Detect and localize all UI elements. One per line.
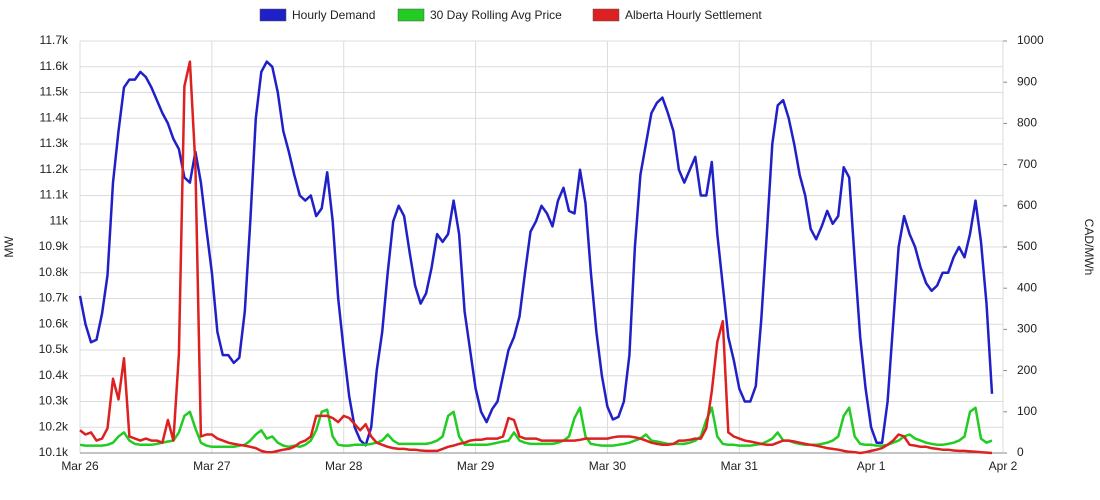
y-tick-label: 11.4k — [40, 110, 69, 124]
y-tick-label: 11.2k — [40, 162, 69, 176]
y2-tick-label: 1000 — [1017, 33, 1044, 47]
y2-tick-label: 900 — [1017, 74, 1037, 88]
x-tick-label: Mar 29 — [457, 459, 495, 473]
y2-tick-label: 800 — [1017, 116, 1037, 130]
y-tick-label: 10.8k — [39, 265, 69, 279]
legend-swatch — [397, 8, 425, 22]
y-tick-label: 10.2k — [39, 419, 69, 433]
y-tick-label: 10.9k — [39, 239, 69, 253]
y-tick-label: 11.7k — [40, 33, 69, 47]
y2-tick-label: 100 — [1017, 404, 1037, 418]
y-tick-label: 11.5k — [40, 85, 69, 99]
legend-swatch — [592, 8, 620, 22]
x-tick-label: Apr 2 — [989, 459, 1018, 473]
y2-tick-label: 400 — [1017, 280, 1037, 294]
legend-label: Alberta Hourly Settlement — [625, 8, 762, 22]
y-tick-label: 11k — [50, 213, 69, 227]
legend-label: 30 Day Rolling Avg Price — [430, 8, 562, 22]
y2-tick-label: 300 — [1017, 322, 1037, 336]
y-axis-title: MW — [2, 236, 16, 258]
series-line — [79, 60, 993, 455]
y-tick-label: 11.3k — [40, 136, 69, 150]
y-tick-label: 10.7k — [39, 291, 69, 305]
series-line — [79, 406, 993, 449]
legend-swatch — [259, 8, 287, 22]
y2-tick-label: 0 — [1017, 445, 1024, 459]
y-tick-label: 10.6k — [39, 316, 69, 330]
x-tick-label: Mar 27 — [193, 459, 231, 473]
y2-tick-label: 200 — [1017, 363, 1037, 377]
y2-tick-label: 500 — [1017, 239, 1037, 253]
x-tick-label: Mar 28 — [325, 459, 363, 473]
series-line — [78, 60, 994, 447]
y2-axis-title: CAD/MWh — [1082, 219, 1096, 276]
x-tick-label: Mar 30 — [589, 459, 627, 473]
y2-tick-label: 700 — [1017, 157, 1037, 171]
x-tick-label: Apr 1 — [857, 459, 886, 473]
x-tick-label: Mar 31 — [721, 459, 759, 473]
y-tick-label: 10.1k — [39, 445, 69, 459]
y-tick-label: 11.1k — [40, 188, 69, 202]
y-tick-label: 10.5k — [39, 342, 69, 356]
y2-tick-label: 600 — [1017, 198, 1037, 212]
y-tick-label: 10.3k — [39, 394, 69, 408]
y-tick-label: 11.6k — [40, 59, 69, 73]
x-tick-label: Mar 26 — [61, 459, 99, 473]
y-tick-label: 10.4k — [39, 368, 69, 382]
legend-label: Hourly Demand — [292, 8, 375, 22]
